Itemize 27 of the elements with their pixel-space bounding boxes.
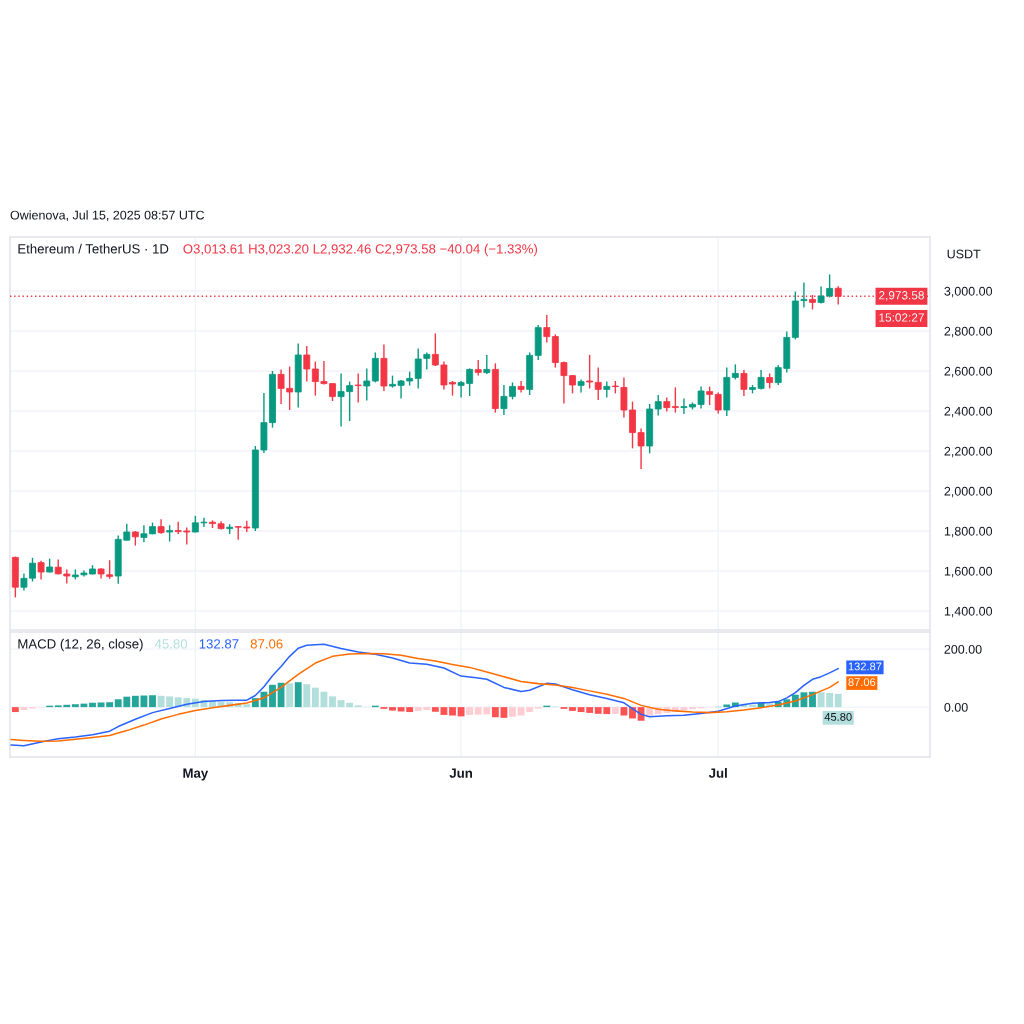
text: Owienova, Jul 15, 2025 08:57 UTC <box>10 210 205 221</box>
x-tick-label: Jun <box>449 768 472 778</box>
y-tick-label: 1,600.00 <box>944 566 993 578</box>
data-label: 87.06 <box>848 678 876 687</box>
y-axis-title: USDT <box>947 249 981 259</box>
y-tick-label: 200.00 <box>944 644 982 654</box>
x-tick-label: Jul <box>708 768 727 778</box>
text: 45.80 <box>154 639 188 649</box>
chart-title: MACD (12, 26, close) <box>18 638 143 652</box>
y-tick-label: 1,800.00 <box>944 526 993 538</box>
y-tick-label: 2,400.00 <box>944 406 993 418</box>
y-tick-label: 2,000.00 <box>944 486 993 498</box>
y-tick-label: 2,600.00 <box>944 366 993 378</box>
chart-subtitle: O3,013.61 H3,023.20 L2,932.46 C2,973.58 −40.04 (−1.33%) <box>183 243 538 257</box>
y-tick-label: 2,800.00 <box>944 326 993 338</box>
text: 87.06 <box>250 639 283 649</box>
data-label: 45.80 <box>824 712 852 721</box>
y-tick-label: 2,200.00 <box>944 446 993 458</box>
x-tick-label: May <box>183 768 209 781</box>
y-tick-label: 0.00 <box>944 702 968 712</box>
text: 132.87 <box>199 639 239 649</box>
y-tick-label: 3,000.00 <box>944 286 993 298</box>
ref-line-label: 2,973.58 <box>879 291 924 301</box>
chart-title: Ethereum / TetherUS · 1D <box>18 243 169 254</box>
data-label: 132.87 <box>848 662 882 671</box>
y-tick-label: 1,400.00 <box>944 606 993 618</box>
annotation: 15:02:27 <box>879 313 924 322</box>
